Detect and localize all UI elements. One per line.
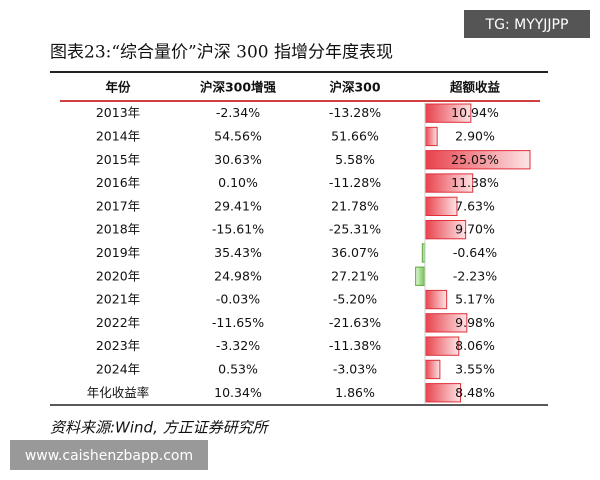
cell: 2022年 bbox=[96, 315, 140, 330]
cell: 25.05% bbox=[451, 152, 499, 167]
cell: 35.43% bbox=[214, 245, 262, 260]
cell: 7.63% bbox=[455, 198, 495, 213]
cell: -11.38% bbox=[329, 338, 381, 353]
cell: 年化收益率 bbox=[87, 385, 150, 400]
cell: 2016年 bbox=[96, 175, 140, 190]
cell: -11.65% bbox=[212, 315, 264, 330]
cell: 2023年 bbox=[96, 338, 140, 353]
cell: -13.28% bbox=[329, 105, 381, 120]
cell: 27.21% bbox=[331, 268, 379, 283]
cell: 36.07% bbox=[331, 245, 379, 260]
cell: 5.58% bbox=[335, 152, 375, 167]
cell: -15.61% bbox=[212, 222, 264, 237]
cell: 29.41% bbox=[214, 198, 262, 213]
data-bar bbox=[424, 336, 460, 356]
cell: 2018年 bbox=[96, 222, 140, 237]
data-bar bbox=[424, 359, 441, 380]
cell: 2015年 bbox=[96, 152, 140, 167]
cell: 3.55% bbox=[455, 361, 495, 376]
cell: 51.66% bbox=[331, 128, 379, 143]
cell: 2021年 bbox=[96, 292, 140, 307]
header-cell: 年份 bbox=[105, 80, 131, 95]
source: 资料来源:Wind, 方正证券研究所 bbox=[50, 419, 270, 437]
cell: -3.32% bbox=[216, 338, 260, 353]
cell: 0.10% bbox=[218, 175, 258, 190]
data-bar bbox=[424, 126, 438, 147]
cell: 2020年 bbox=[96, 268, 140, 283]
cell: 8.48% bbox=[455, 385, 495, 400]
table: 年份 沪深300增强 沪深300 超额收益 2013年 -2.34% -13.28% 10.9… bbox=[87, 80, 531, 404]
cell: 9.98% bbox=[455, 315, 495, 330]
header-cell: 沪深300 bbox=[329, 80, 380, 95]
cell: 5.17% bbox=[455, 292, 495, 307]
cell: 2024年 bbox=[96, 361, 140, 376]
cell: -25.31% bbox=[329, 222, 381, 237]
cell: -21.63% bbox=[329, 315, 381, 330]
watermark: www.caishenzbapp.com bbox=[25, 448, 193, 464]
cell: 11.38% bbox=[451, 175, 499, 190]
cell: 2014年 bbox=[96, 128, 140, 143]
cell: -2.34% bbox=[216, 105, 260, 120]
cell: 2017年 bbox=[96, 198, 140, 213]
cell: 2013年 bbox=[96, 105, 140, 120]
cell: 1.86% bbox=[335, 385, 375, 400]
cell: 10.94% bbox=[451, 105, 499, 120]
cell: 0.53% bbox=[218, 361, 258, 376]
cell: 30.63% bbox=[214, 152, 262, 167]
watermark: TG: MYYJJPP bbox=[485, 17, 569, 33]
cell: 21.78% bbox=[331, 198, 379, 213]
cell: -0.64% bbox=[453, 245, 497, 260]
header-cell: 超额收益 bbox=[449, 80, 501, 95]
cell: 2.90% bbox=[455, 128, 495, 143]
watermark-box bbox=[464, 10, 590, 38]
title: 图表23:“综合量价”沪深 300 指增分年度表现 bbox=[50, 43, 393, 63]
cell: -5.20% bbox=[333, 292, 377, 307]
cell: 9.70% bbox=[455, 222, 495, 237]
cell: -0.03% bbox=[216, 292, 260, 307]
cell: 2019年 bbox=[96, 245, 140, 260]
data-bar bbox=[415, 266, 426, 286]
cell: -2.23% bbox=[453, 268, 497, 283]
cell: -11.28% bbox=[329, 175, 381, 190]
cell: 10.34% bbox=[214, 385, 262, 400]
data-bar bbox=[424, 196, 458, 216]
cell: -3.03% bbox=[333, 361, 377, 376]
data-bar bbox=[424, 289, 448, 310]
watermark-box bbox=[10, 440, 208, 470]
cell: 24.98% bbox=[214, 268, 262, 283]
cell: 8.06% bbox=[455, 338, 495, 353]
cell: 54.56% bbox=[214, 128, 262, 143]
header-cell: 沪深300增强 bbox=[200, 80, 277, 95]
